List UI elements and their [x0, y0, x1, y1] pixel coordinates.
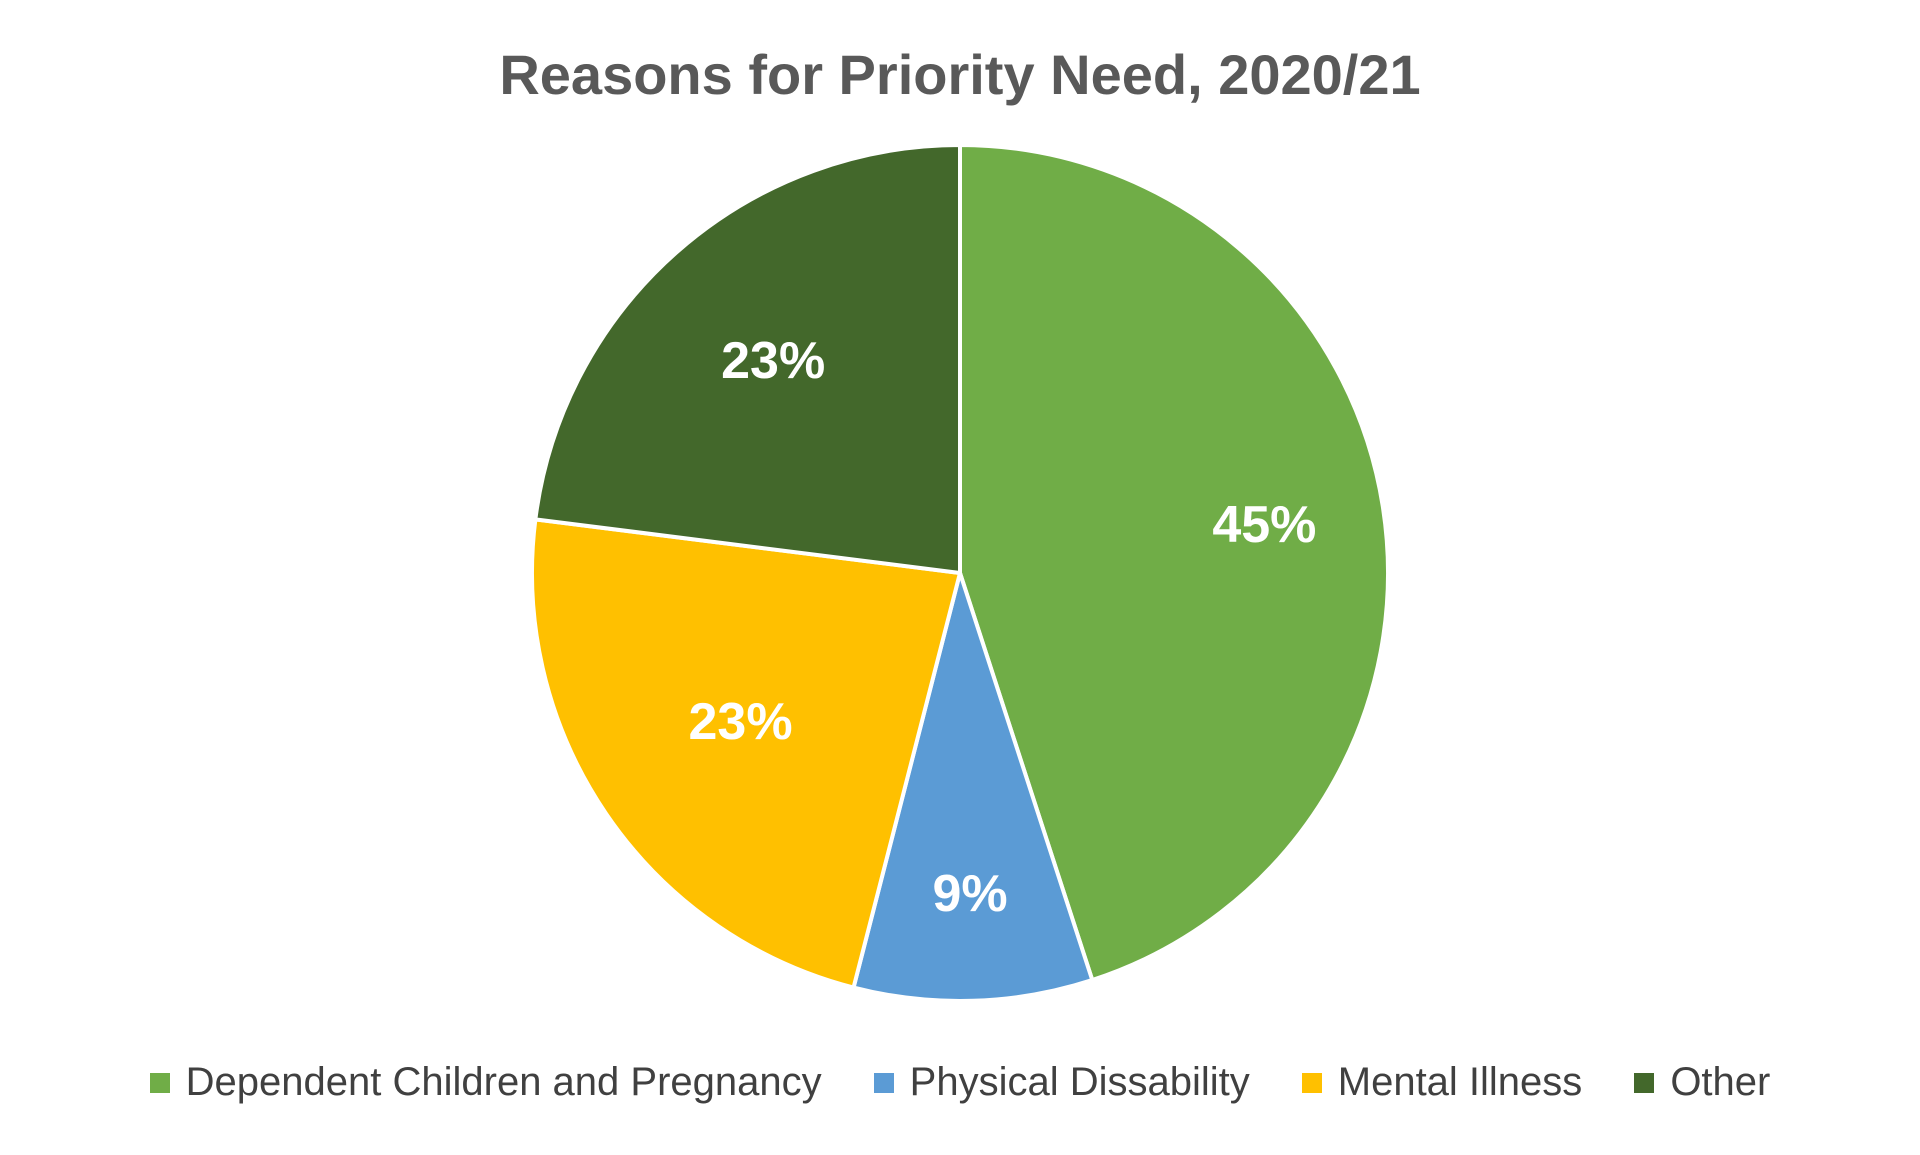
- chart-legend: Dependent Children and Pregnancy Physical…: [0, 1060, 1920, 1105]
- legend-swatch: [873, 1072, 894, 1093]
- chart-title: Reasons for Priority Need, 2020/21: [499, 43, 1421, 106]
- legend-swatch: [1301, 1072, 1322, 1093]
- legend-swatch: [1634, 1072, 1655, 1093]
- pie-slices: [530, 143, 1390, 1003]
- legend-label: Physical Dissability: [909, 1060, 1250, 1104]
- pie-slice-3: [530, 517, 962, 990]
- pie-slice-2: [851, 571, 1095, 1003]
- pie-data-label-3: 23%: [688, 693, 792, 751]
- pie-slice-4: [533, 143, 962, 575]
- legend-item: Dependent Children and Pregnancy: [149, 1060, 822, 1105]
- legend-item: Mental Illness: [1301, 1060, 1583, 1105]
- pie-data-label-2: 9%: [933, 865, 1008, 923]
- pie-data-label-1: 45%: [1212, 496, 1316, 554]
- legend-item: Other: [1634, 1060, 1770, 1105]
- legend-label: Dependent Children and Pregnancy: [185, 1060, 822, 1104]
- pie-data-label-4: 23%: [721, 332, 825, 390]
- pie-slice-1: [958, 143, 1390, 983]
- legend-swatch: [149, 1072, 170, 1093]
- legend-label: Mental Illness: [1337, 1060, 1583, 1104]
- legend-item: Physical Dissability: [873, 1060, 1250, 1105]
- pie-data-labels: 45% 9% 23% 23%: [688, 332, 1316, 923]
- legend-label: Other: [1670, 1060, 1771, 1104]
